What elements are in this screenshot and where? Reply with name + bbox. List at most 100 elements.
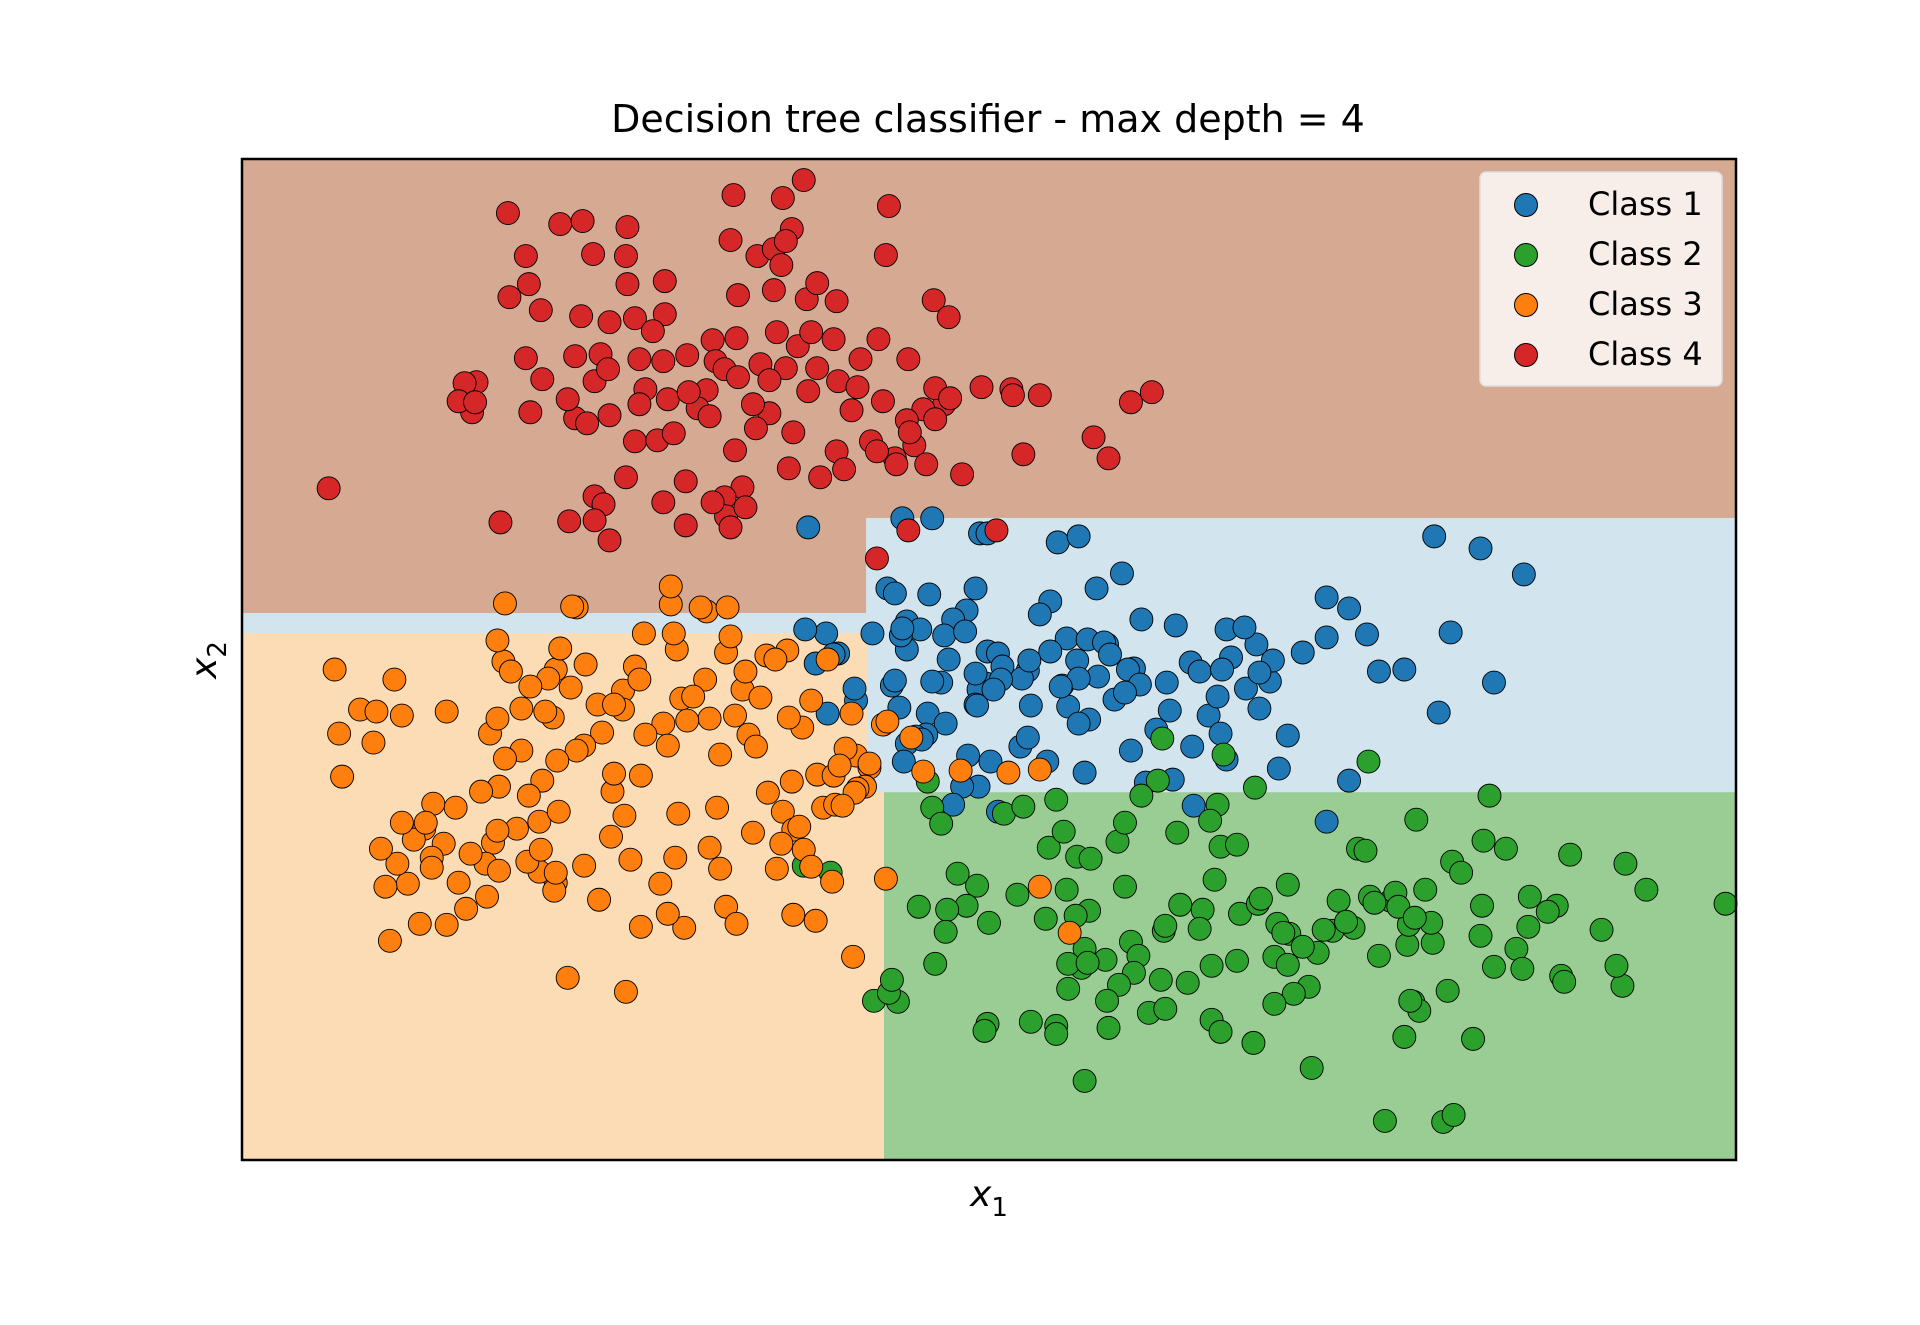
data-point-class-2 xyxy=(1129,783,1154,808)
data-point-class-3 xyxy=(368,836,393,861)
data-point-class-1 xyxy=(1187,659,1212,684)
data-point-class-4 xyxy=(984,518,1009,543)
data-point-class-4 xyxy=(733,495,758,520)
data-point-class-4 xyxy=(1139,380,1164,405)
data-point-class-4 xyxy=(1118,390,1143,415)
series-class-3 xyxy=(322,574,1082,1004)
data-point-class-3 xyxy=(899,725,924,750)
legend-label-class-3: Class 3 xyxy=(1588,285,1703,323)
data-point-class-2 xyxy=(1262,991,1287,1016)
data-point-class-4 xyxy=(726,283,750,308)
data-point-class-1 xyxy=(882,668,907,693)
data-point-class-4 xyxy=(627,392,652,417)
data-point-class-3 xyxy=(1027,757,1052,782)
data-point-class-3 xyxy=(631,621,656,646)
data-point-class-2 xyxy=(1477,783,1502,808)
data-point-class-1 xyxy=(1017,648,1042,673)
data-point-class-1 xyxy=(1045,530,1070,555)
data-point-class-1 xyxy=(1110,561,1134,586)
data-point-class-1 xyxy=(1180,734,1205,759)
data-point-class-3 xyxy=(708,742,733,767)
data-point-class-2 xyxy=(1413,877,1438,902)
data-point-class-3 xyxy=(661,621,686,646)
legend-label-class-2: Class 2 xyxy=(1588,235,1703,273)
data-point-class-4 xyxy=(769,253,794,278)
data-point-class-4 xyxy=(764,320,789,345)
data-point-class-3 xyxy=(573,652,598,677)
data-point-class-2 xyxy=(1395,932,1420,957)
data-point-class-4 xyxy=(832,457,857,482)
data-point-class-2 xyxy=(1441,1103,1466,1127)
data-point-class-1 xyxy=(1468,536,1493,561)
legend-box xyxy=(1479,171,1723,387)
data-point-class-4 xyxy=(463,390,488,415)
data-point-class-4 xyxy=(791,168,816,192)
data-point-class-3 xyxy=(769,831,794,856)
data-point-class-4 xyxy=(896,518,921,543)
data-point-class-4 xyxy=(518,400,543,425)
data-point-class-3 xyxy=(602,761,626,786)
data-point-class-2 xyxy=(1211,742,1236,767)
data-point-class-1 xyxy=(1129,607,1154,632)
data-point-class-3 xyxy=(487,858,511,883)
data-point-class-3 xyxy=(1027,874,1052,899)
data-point-class-4 xyxy=(488,510,513,535)
data-point-class-2 xyxy=(1326,888,1351,913)
data-point-class-3 xyxy=(948,758,973,783)
data-point-class-2 xyxy=(1153,913,1178,938)
data-point-class-4 xyxy=(1011,442,1036,467)
data-point-class-2 xyxy=(1072,1068,1097,1093)
data-point-class-3 xyxy=(560,594,585,619)
data-point-class-1 xyxy=(882,581,907,606)
data-point-class-2 xyxy=(1634,877,1659,902)
data-point-class-3 xyxy=(509,696,534,721)
data-point-class-4 xyxy=(724,326,749,351)
data-point-class-2 xyxy=(1516,914,1541,939)
data-point-class-4 xyxy=(824,289,849,314)
data-point-class-2 xyxy=(1198,808,1223,833)
data-point-class-3 xyxy=(628,914,653,939)
data-point-class-2 xyxy=(1096,1015,1121,1040)
data-point-class-3 xyxy=(776,705,801,730)
data-point-class-2 xyxy=(1552,969,1577,994)
data-point-class-1 xyxy=(1205,684,1230,709)
data-point-class-4 xyxy=(740,392,765,417)
data-point-class-3 xyxy=(546,799,571,824)
data-point-class-2 xyxy=(1148,967,1173,992)
data-point-class-2 xyxy=(977,910,1001,935)
data-point-class-1 xyxy=(1113,680,1137,705)
data-point-class-4 xyxy=(773,229,798,254)
data-point-class-4 xyxy=(655,387,680,412)
data-point-class-2 xyxy=(1275,872,1300,897)
data-point-class-3 xyxy=(648,871,673,896)
data-point-class-3 xyxy=(602,692,626,717)
data-point-class-2 xyxy=(1202,867,1227,892)
data-point-class-4 xyxy=(700,490,725,515)
data-point-class-1 xyxy=(1018,693,1043,718)
data-point-class-3 xyxy=(407,911,432,936)
data-point-class-1 xyxy=(1084,576,1109,601)
data-point-class-1 xyxy=(1072,760,1097,785)
data-point-class-4 xyxy=(718,228,743,253)
data-point-class-4 xyxy=(938,386,963,411)
data-point-class-3 xyxy=(518,674,543,699)
data-point-class-3 xyxy=(545,748,570,773)
data-point-class-4 xyxy=(575,411,600,436)
data-point-class-4 xyxy=(676,380,701,405)
legend-marker-class-3 xyxy=(1514,293,1538,317)
legend-label-class-4: Class 4 xyxy=(1588,335,1703,373)
data-point-class-4 xyxy=(866,327,891,352)
data-point-class-2 xyxy=(1054,877,1079,902)
data-point-class-3 xyxy=(492,591,517,616)
data-point-class-2 xyxy=(1033,906,1058,931)
data-point-class-2 xyxy=(1290,934,1315,959)
data-point-class-1 xyxy=(1118,738,1143,763)
data-point-class-2 xyxy=(929,811,954,836)
data-point-class-2 xyxy=(1471,828,1496,853)
data-point-class-4 xyxy=(615,272,640,297)
data-point-class-2 xyxy=(1402,905,1427,930)
data-point-class-3 xyxy=(875,709,900,734)
data-point-class-2 xyxy=(1275,952,1300,977)
data-point-class-4 xyxy=(921,288,946,313)
data-point-class-3 xyxy=(475,884,499,909)
